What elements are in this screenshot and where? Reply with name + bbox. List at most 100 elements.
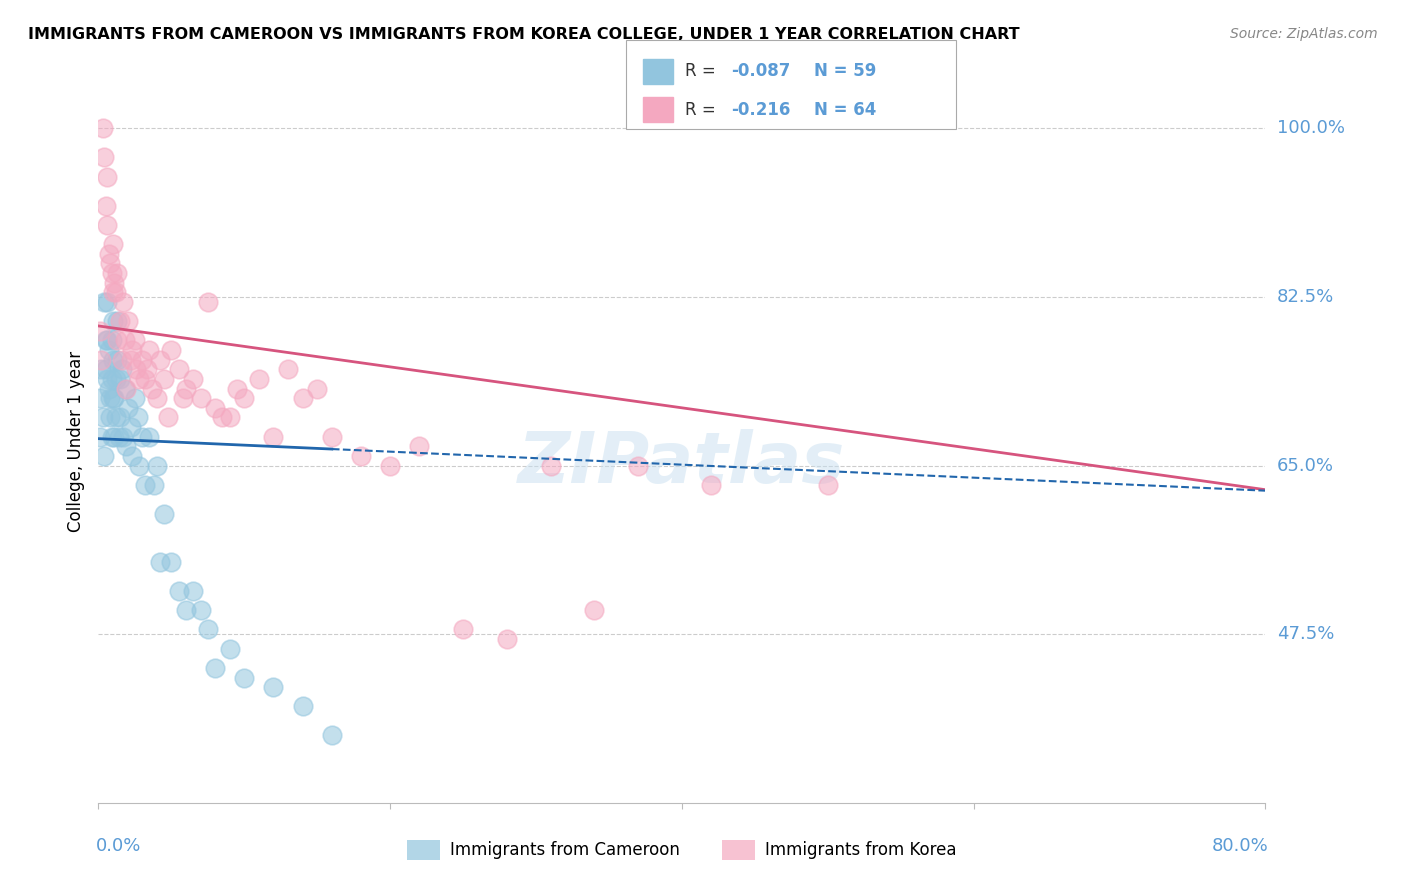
- Point: [97, 343, 120, 357]
- Point: [120, 420, 142, 434]
- Point: [146, 458, 169, 473]
- Point: [100, 334, 122, 348]
- Point: [211, 410, 233, 425]
- Point: [307, 382, 329, 396]
- Point: [94, 198, 117, 212]
- Point: [121, 343, 143, 357]
- Point: [262, 430, 284, 444]
- Point: [451, 623, 474, 637]
- Point: [149, 352, 172, 367]
- Point: [93, 294, 115, 309]
- Point: [112, 430, 135, 444]
- Point: [90, 352, 112, 367]
- Point: [111, 352, 134, 367]
- Text: 47.5%: 47.5%: [1277, 625, 1334, 643]
- Point: [134, 478, 156, 492]
- Point: [291, 391, 314, 405]
- Text: 100.0%: 100.0%: [1277, 120, 1346, 137]
- Text: 0.0%: 0.0%: [96, 837, 141, 855]
- Point: [128, 458, 150, 473]
- Y-axis label: College, Under 1 year: College, Under 1 year: [66, 351, 84, 533]
- Point: [110, 372, 132, 386]
- Point: [103, 430, 125, 444]
- Point: [89, 430, 111, 444]
- Point: [262, 680, 284, 694]
- Point: [101, 352, 124, 367]
- Point: [105, 314, 128, 328]
- Point: [91, 121, 114, 136]
- Point: [540, 458, 562, 473]
- Point: [103, 391, 125, 405]
- Point: [100, 266, 122, 280]
- Point: [96, 218, 118, 232]
- Point: [817, 478, 839, 492]
- Point: [96, 334, 118, 348]
- Point: [97, 382, 120, 396]
- Point: [233, 671, 256, 685]
- Point: [121, 449, 143, 463]
- Point: [98, 391, 121, 405]
- Point: [174, 382, 197, 396]
- Point: [104, 410, 127, 425]
- Point: [380, 458, 402, 473]
- Point: [141, 382, 163, 396]
- Point: [94, 334, 117, 348]
- Point: [101, 391, 124, 405]
- Point: [181, 583, 204, 598]
- Point: [115, 382, 138, 396]
- Point: [277, 362, 299, 376]
- Point: [117, 401, 139, 415]
- Point: [90, 362, 112, 376]
- Point: [350, 449, 373, 463]
- Point: [138, 430, 160, 444]
- Point: [291, 699, 314, 714]
- Point: [101, 285, 124, 300]
- Point: [226, 382, 249, 396]
- Text: IMMIGRANTS FROM CAMEROON VS IMMIGRANTS FROM KOREA COLLEGE, UNDER 1 YEAR CORRELAT: IMMIGRANTS FROM CAMEROON VS IMMIGRANTS F…: [28, 27, 1019, 42]
- Point: [96, 169, 118, 184]
- Point: [124, 391, 146, 405]
- Point: [114, 382, 136, 396]
- Point: [101, 237, 124, 252]
- Legend: Immigrants from Cameroon, Immigrants from Korea: Immigrants from Cameroon, Immigrants fro…: [401, 833, 963, 867]
- Point: [204, 401, 226, 415]
- Point: [174, 603, 197, 617]
- Point: [110, 410, 132, 425]
- Point: [204, 661, 226, 675]
- Text: Source: ZipAtlas.com: Source: ZipAtlas.com: [1230, 27, 1378, 41]
- Point: [153, 372, 176, 386]
- Point: [124, 334, 146, 348]
- Point: [128, 372, 150, 386]
- Point: [89, 324, 111, 338]
- Point: [127, 410, 149, 425]
- Point: [125, 362, 148, 376]
- Point: [700, 478, 723, 492]
- Point: [117, 314, 139, 328]
- Point: [94, 362, 117, 376]
- Point: [146, 391, 169, 405]
- Point: [135, 362, 157, 376]
- Point: [181, 372, 204, 386]
- Point: [233, 391, 256, 405]
- Text: N = 64: N = 64: [814, 101, 876, 119]
- Point: [321, 728, 343, 742]
- Point: [160, 343, 183, 357]
- Point: [93, 449, 115, 463]
- Point: [172, 391, 194, 405]
- Text: -0.087: -0.087: [731, 62, 790, 80]
- Point: [105, 334, 128, 348]
- Point: [583, 603, 606, 617]
- Point: [101, 314, 124, 328]
- Point: [190, 603, 212, 617]
- Point: [110, 314, 132, 328]
- Point: [96, 294, 118, 309]
- Text: R =: R =: [685, 62, 721, 80]
- Point: [114, 334, 136, 348]
- Point: [89, 391, 111, 405]
- Point: [190, 391, 212, 405]
- Point: [197, 623, 219, 637]
- Point: [218, 410, 240, 425]
- Point: [218, 641, 240, 656]
- Point: [627, 458, 650, 473]
- Text: ZIPatlas: ZIPatlas: [519, 429, 845, 498]
